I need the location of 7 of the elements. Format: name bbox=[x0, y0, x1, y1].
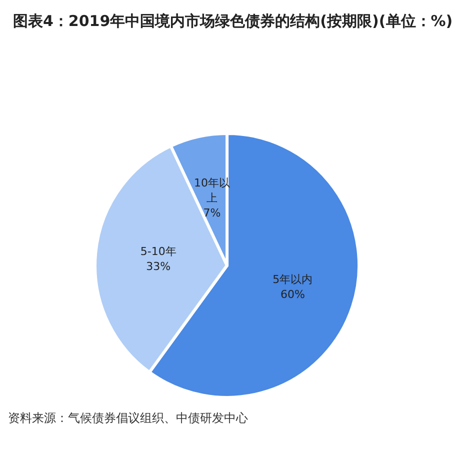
chart-title: 图表4：2019年中国境内市场绿色债券的结构(按期限)(单位：%) bbox=[13, 12, 453, 30]
slice-label: 5-10年 bbox=[140, 244, 176, 258]
slice-label: 5年以内 bbox=[272, 272, 313, 286]
data-label: 7% bbox=[203, 206, 221, 220]
data-label: 33% bbox=[146, 260, 171, 273]
text: 资料来源：气候债券倡议组织、中债研发中心 bbox=[8, 411, 248, 425]
data-label: 60% bbox=[280, 288, 305, 301]
